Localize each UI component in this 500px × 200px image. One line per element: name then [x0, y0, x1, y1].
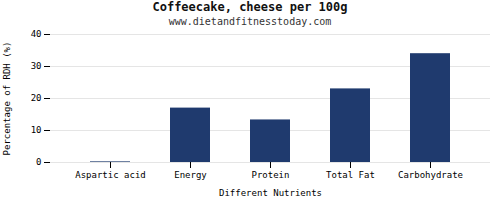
svg-text:Total Fat: Total Fat: [326, 170, 375, 180]
svg-text:Protein: Protein: [252, 170, 290, 180]
html-text:www.dietandfitnesstoday.com: www.dietandfitnesstoday.com: [168, 16, 332, 27]
svg-text:Percentage of RDH (%): Percentage of RDH (%): [2, 42, 12, 156]
svg-text:10: 10: [31, 125, 42, 135]
svg-text:Carbohydrate: Carbohydrate: [398, 170, 463, 180]
html-text:Coffeecake, cheese per 100g: Coffeecake, cheese per 100g: [152, 0, 348, 14]
svg-text:Aspartic acid: Aspartic acid: [75, 170, 145, 180]
svg-text:30: 30: [31, 61, 42, 71]
svg-text:40: 40: [31, 29, 42, 39]
svg-text:Energy: Energy: [174, 170, 207, 180]
svg-text:Different Nutrients: Different Nutrients: [219, 188, 322, 198]
svg-text:0: 0: [36, 157, 41, 167]
svg-text:20: 20: [31, 93, 42, 103]
